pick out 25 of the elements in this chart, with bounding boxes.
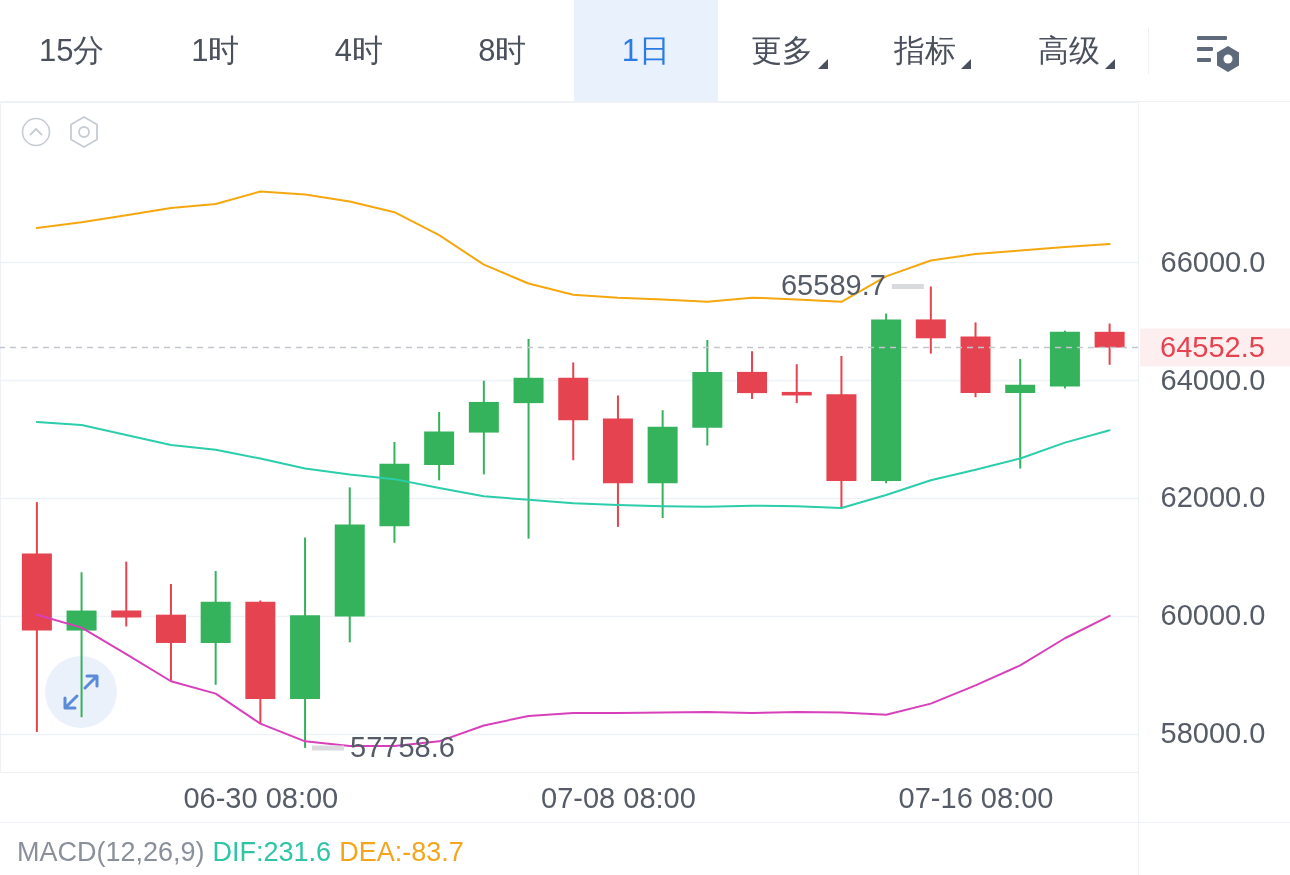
text: 1时	[191, 31, 240, 70]
y-tick-label: 58000.0	[1160, 717, 1266, 750]
y-tick-label: 60000.0	[1160, 599, 1266, 632]
text: 高级	[1037, 31, 1100, 70]
y-tick-label: 64000.0	[1160, 363, 1266, 396]
text: 指标	[894, 31, 957, 70]
selected-tab: 1日	[574, 0, 718, 101]
line-series	[35, 190, 1111, 303]
y-tick-label: 62000.0	[1160, 481, 1266, 514]
candlestick	[111, 560, 142, 628]
x-tick-label: 07-16 08:00	[898, 781, 1054, 814]
x-tick-label: 06-30 08:00	[183, 781, 339, 814]
text: DIF:231.6	[212, 837, 332, 868]
text: DEA:-83.7	[339, 837, 464, 868]
candlestick	[513, 337, 544, 540]
y-tick-label: 66000.0	[1160, 245, 1266, 278]
text: 更多	[750, 31, 813, 70]
text: MACD(12,26,9)	[17, 837, 205, 868]
text: 15分	[39, 31, 105, 70]
text: 8时	[478, 31, 527, 70]
text: 4时	[334, 31, 383, 70]
x-tick-label: 07-08 08:00	[541, 781, 696, 814]
candlestick	[1005, 357, 1036, 470]
ref-line-label: 64552.5	[1160, 330, 1265, 363]
line-series	[35, 420, 1111, 510]
